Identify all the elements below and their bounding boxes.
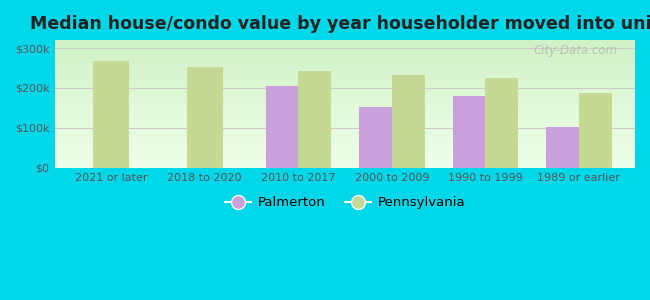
Bar [392, 75, 424, 168]
Bar [94, 61, 129, 168]
Bar [452, 96, 486, 168]
Title: Median house/condo value by year householder moved into unit: Median house/condo value by year househo… [30, 15, 650, 33]
Text: City-Data.com: City-Data.com [534, 44, 618, 57]
Bar [579, 93, 612, 168]
Legend: Palmerton, Pennsylvania: Palmerton, Pennsylvania [219, 191, 471, 214]
Bar [546, 127, 579, 168]
Bar [187, 67, 223, 168]
Bar [298, 71, 331, 168]
Bar [266, 86, 298, 168]
Bar [359, 107, 392, 168]
Bar [486, 78, 518, 168]
